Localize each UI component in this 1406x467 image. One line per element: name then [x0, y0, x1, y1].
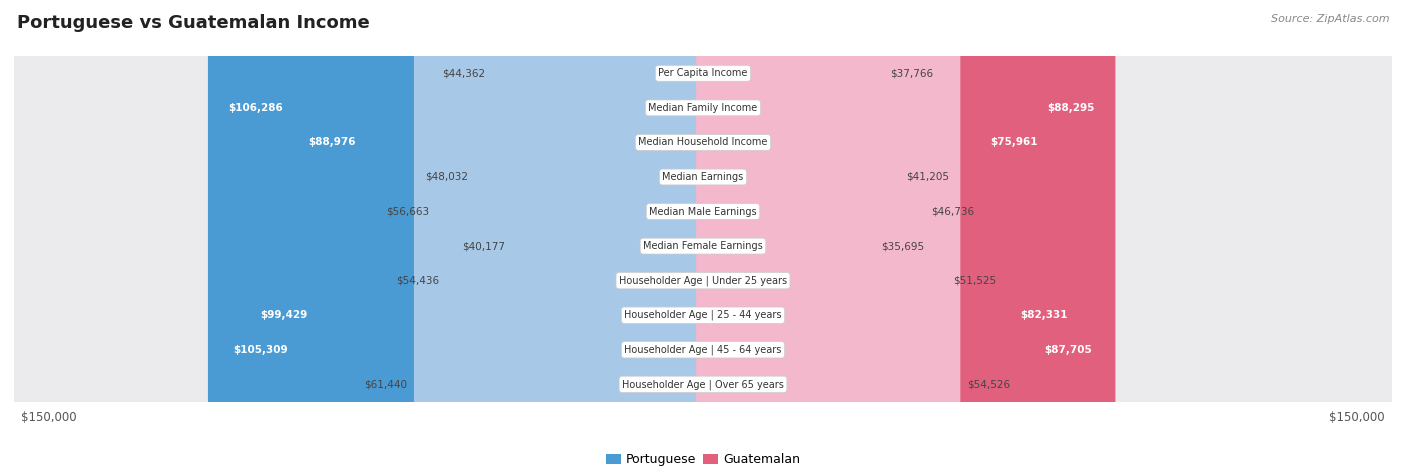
Text: Per Capita Income: Per Capita Income [658, 68, 748, 78]
Text: $56,663: $56,663 [385, 206, 429, 217]
FancyBboxPatch shape [11, 0, 1395, 467]
Text: Householder Age | 25 - 44 years: Householder Age | 25 - 44 years [624, 310, 782, 320]
FancyBboxPatch shape [208, 0, 710, 467]
FancyBboxPatch shape [212, 0, 710, 467]
Text: $54,436: $54,436 [396, 276, 439, 286]
Text: Portuguese vs Guatemalan Income: Portuguese vs Guatemalan Income [17, 14, 370, 32]
FancyBboxPatch shape [696, 0, 1115, 467]
FancyBboxPatch shape [696, 0, 1112, 467]
Text: $150,000: $150,000 [1330, 411, 1385, 425]
Text: $87,705: $87,705 [1045, 345, 1092, 355]
FancyBboxPatch shape [413, 0, 710, 467]
Text: Householder Age | Under 25 years: Householder Age | Under 25 years [619, 276, 787, 286]
Text: $54,526: $54,526 [967, 379, 1011, 389]
Text: $46,736: $46,736 [931, 206, 974, 217]
Text: $75,961: $75,961 [991, 137, 1038, 148]
Text: Median Female Earnings: Median Female Earnings [643, 241, 763, 251]
Text: $48,032: $48,032 [426, 172, 468, 182]
FancyBboxPatch shape [492, 0, 710, 467]
FancyBboxPatch shape [696, 0, 960, 467]
FancyBboxPatch shape [287, 0, 710, 467]
FancyBboxPatch shape [512, 0, 710, 467]
FancyBboxPatch shape [11, 0, 1395, 467]
Text: Householder Age | 45 - 64 years: Householder Age | 45 - 64 years [624, 345, 782, 355]
Text: Median Family Income: Median Family Income [648, 103, 758, 113]
Text: $40,177: $40,177 [461, 241, 505, 251]
FancyBboxPatch shape [239, 0, 710, 467]
FancyBboxPatch shape [696, 0, 883, 467]
FancyBboxPatch shape [11, 0, 1395, 467]
FancyBboxPatch shape [696, 0, 900, 467]
Text: $44,362: $44,362 [443, 68, 485, 78]
FancyBboxPatch shape [11, 0, 1395, 467]
Text: Source: ZipAtlas.com: Source: ZipAtlas.com [1271, 14, 1389, 24]
FancyBboxPatch shape [475, 0, 710, 467]
FancyBboxPatch shape [446, 0, 710, 467]
Text: Householder Age | Over 65 years: Householder Age | Over 65 years [621, 379, 785, 389]
Text: Median Household Income: Median Household Income [638, 137, 768, 148]
Text: Median Male Earnings: Median Male Earnings [650, 206, 756, 217]
Text: $82,331: $82,331 [1019, 310, 1067, 320]
Text: $150,000: $150,000 [21, 411, 76, 425]
Text: $105,309: $105,309 [233, 345, 288, 355]
Legend: Portuguese, Guatemalan: Portuguese, Guatemalan [600, 448, 806, 467]
Text: Median Earnings: Median Earnings [662, 172, 744, 182]
Text: $51,525: $51,525 [953, 276, 997, 286]
Text: $35,695: $35,695 [880, 241, 924, 251]
FancyBboxPatch shape [436, 0, 710, 467]
Text: $99,429: $99,429 [260, 310, 308, 320]
FancyBboxPatch shape [696, 0, 1059, 467]
Text: $41,205: $41,205 [905, 172, 949, 182]
FancyBboxPatch shape [696, 0, 946, 467]
FancyBboxPatch shape [696, 0, 1088, 467]
FancyBboxPatch shape [11, 0, 1395, 467]
FancyBboxPatch shape [696, 0, 925, 467]
Text: $37,766: $37,766 [890, 68, 934, 78]
FancyBboxPatch shape [11, 0, 1395, 467]
Text: $106,286: $106,286 [229, 103, 284, 113]
FancyBboxPatch shape [11, 0, 1395, 467]
FancyBboxPatch shape [11, 0, 1395, 467]
Text: $88,295: $88,295 [1047, 103, 1095, 113]
FancyBboxPatch shape [696, 0, 875, 467]
FancyBboxPatch shape [11, 0, 1395, 467]
Text: $88,976: $88,976 [308, 137, 356, 148]
Text: $61,440: $61,440 [364, 379, 406, 389]
FancyBboxPatch shape [11, 0, 1395, 467]
